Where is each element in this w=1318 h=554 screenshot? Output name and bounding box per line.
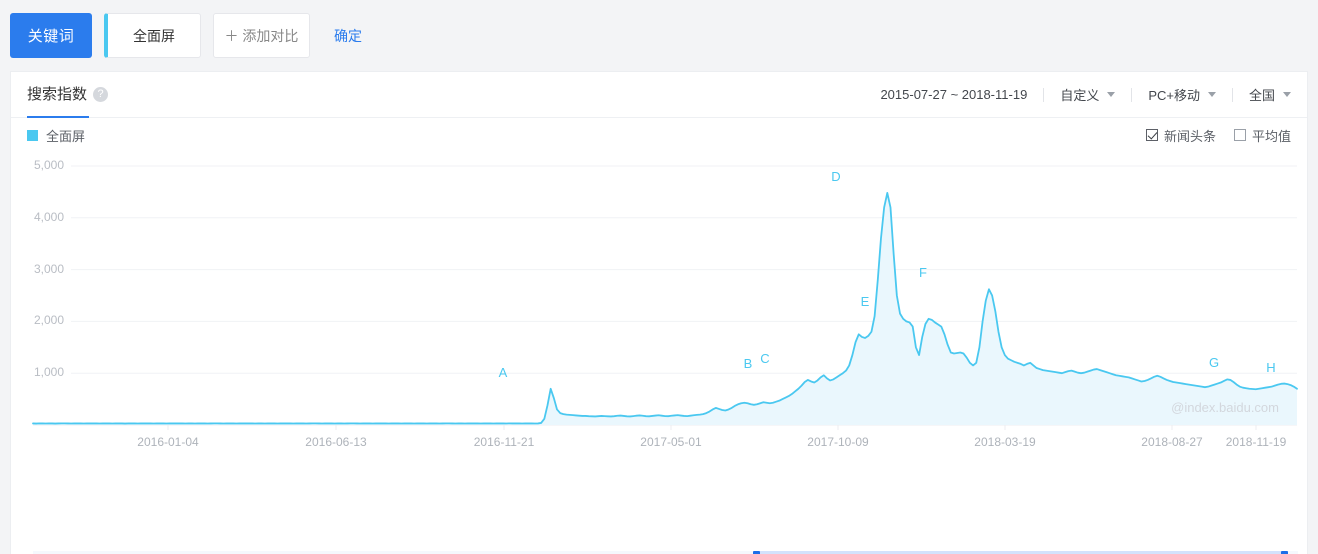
checkbox-icon xyxy=(1145,129,1158,141)
y-axis-label: 5,000 xyxy=(33,158,64,172)
brush-handle-right[interactable] xyxy=(1281,551,1288,554)
region-select[interactable]: 全国 xyxy=(1249,85,1291,104)
preset-label: 自定义 xyxy=(1060,88,1100,103)
chevron-down-icon xyxy=(1207,92,1216,97)
top-toolbar: 关键词 全面屏 ＋ 添加对比 确定 xyxy=(0,0,1318,71)
chart-annotation-e: E xyxy=(860,294,870,310)
legend-label: 全面屏 xyxy=(46,128,86,144)
chart-annotation-c: C xyxy=(760,351,770,367)
tab-label: 搜索指数 xyxy=(27,85,88,103)
divider xyxy=(1131,87,1133,102)
chevron-down-icon xyxy=(1107,92,1116,97)
checkbox-average[interactable]: 平均值 xyxy=(1233,126,1291,145)
checkbox-news-headline[interactable]: 新闻头条 xyxy=(1145,126,1216,145)
chart-annotation-a: A xyxy=(498,364,508,380)
divider xyxy=(1043,87,1045,102)
chevron-down-icon xyxy=(1283,92,1291,97)
chart-annotation-g: G xyxy=(1208,355,1220,371)
legend-swatch xyxy=(27,129,38,141)
checkbox-news-headline-label: 新闻头条 xyxy=(1163,128,1216,144)
help-icon[interactable]: ? xyxy=(93,87,109,102)
x-axis-label: 2016-11-21 xyxy=(473,435,535,449)
preset-select[interactable]: 自定义 xyxy=(1060,85,1116,104)
brush-handle-left[interactable] xyxy=(753,551,760,554)
checkbox-icon xyxy=(1233,129,1246,141)
x-axis-label: 2017-05-01 xyxy=(640,435,702,449)
search-term-card[interactable]: 全面屏 xyxy=(104,13,201,58)
add-compare-button[interactable]: ＋ 添加对比 xyxy=(213,13,310,58)
region-label: 全国 xyxy=(1248,88,1275,103)
x-axis-label: 2018-08-27 xyxy=(1141,435,1203,449)
x-axis-label: 2018-11-19 xyxy=(1225,435,1287,449)
y-axis-label: 3,000 xyxy=(33,261,64,276)
divider xyxy=(1231,87,1233,102)
confirm-link[interactable]: 确定 xyxy=(334,27,362,44)
x-axis-label: 2016-01-04 xyxy=(137,435,199,449)
chart-annotation-d: D xyxy=(831,168,841,184)
chart-annotation-b: B xyxy=(743,355,753,371)
y-axis-label: 4,000 xyxy=(33,209,64,224)
panel-header: 搜索指数 ? 2015-07-27 ~ 2018-11-19 自定义 PC+移动… xyxy=(11,72,1307,118)
chart-annotation-h: H xyxy=(1266,359,1276,375)
keyword-button[interactable]: 关键词 xyxy=(10,13,92,58)
line-chart[interactable] xyxy=(11,152,1307,452)
search-index-panel: 搜索指数 ? 2015-07-27 ~ 2018-11-19 自定义 PC+移动… xyxy=(10,71,1308,543)
legend-item-series[interactable]: 全面屏 xyxy=(27,126,85,145)
x-axis-label: 2018-03-19 xyxy=(974,435,1036,449)
chart-area[interactable]: 1,000 2,000 3,000 4,000 5,000 2016-01-04 2016… xyxy=(11,152,1307,452)
tab-search-index[interactable]: 搜索指数 ? xyxy=(27,72,109,118)
x-axis-label: 2016-06-13 xyxy=(305,435,367,449)
tab-active-underline xyxy=(27,115,89,118)
date-range-label[interactable]: 2015-07-27 ~ 2018-11-19 xyxy=(880,87,1028,102)
watermark: @index.baidu.com xyxy=(1171,400,1279,415)
legend-row: 全面屏 新闻头条 平均值 xyxy=(11,118,1307,152)
device-label: PC+移动 xyxy=(1148,88,1200,103)
legend-options: 新闻头条 平均值 xyxy=(1145,126,1291,145)
brush-selection[interactable] xyxy=(756,551,1288,554)
y-axis-label: 1,000 xyxy=(33,365,64,380)
panel-header-controls: 2015-07-27 ~ 2018-11-19 自定义 PC+移动 全国 xyxy=(880,85,1291,104)
y-axis-label: 2,000 xyxy=(33,313,64,328)
brush-track[interactable] xyxy=(33,551,1298,554)
x-axis-label: 2017-10-09 xyxy=(807,435,869,449)
timeline-brush[interactable]: 20112012201320142015201620172018 xyxy=(10,543,1308,554)
checkbox-average-label: 平均值 xyxy=(1251,128,1291,144)
chart-annotation-f: F xyxy=(919,265,927,281)
device-select[interactable]: PC+移动 xyxy=(1148,85,1216,104)
